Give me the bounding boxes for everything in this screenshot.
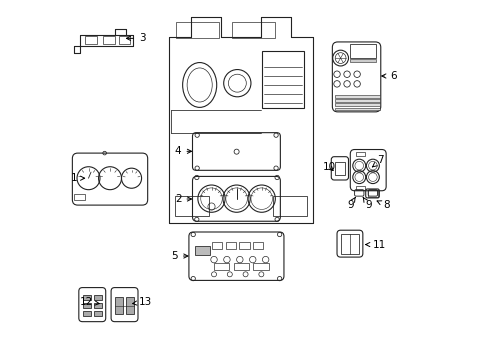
Bar bbox=[273, 196, 306, 216]
Bar bbox=[195, 246, 210, 255]
Text: 9: 9 bbox=[346, 197, 355, 210]
Text: 2: 2 bbox=[175, 194, 191, 204]
Text: 6: 6 bbox=[381, 71, 396, 81]
Text: 3: 3 bbox=[126, 33, 145, 43]
Bar bbox=[214, 263, 228, 270]
Bar bbox=[334, 108, 379, 111]
Bar bbox=[115, 297, 123, 315]
Text: 13: 13 bbox=[132, 297, 152, 307]
Bar bbox=[355, 186, 364, 190]
Bar bbox=[253, 263, 268, 270]
Bar bbox=[355, 152, 364, 156]
Bar bbox=[334, 103, 379, 106]
Bar bbox=[94, 303, 102, 309]
Bar bbox=[239, 242, 249, 249]
Bar bbox=[225, 242, 235, 249]
Text: 4: 4 bbox=[175, 146, 191, 156]
Text: 12: 12 bbox=[79, 297, 99, 307]
Bar bbox=[94, 295, 102, 301]
Text: 1: 1 bbox=[71, 173, 84, 183]
Text: 9: 9 bbox=[363, 197, 371, 210]
Bar bbox=[335, 162, 344, 175]
Text: 10: 10 bbox=[323, 162, 336, 172]
Bar bbox=[83, 295, 91, 301]
Bar bbox=[83, 303, 91, 309]
Bar bbox=[262, 51, 303, 108]
Text: 7: 7 bbox=[371, 155, 383, 167]
Bar bbox=[85, 36, 97, 44]
Bar bbox=[174, 196, 208, 216]
Bar bbox=[253, 242, 263, 249]
Bar bbox=[102, 36, 115, 44]
Bar bbox=[349, 44, 375, 58]
Bar bbox=[74, 194, 85, 200]
Bar bbox=[334, 99, 379, 102]
Text: 8: 8 bbox=[376, 200, 388, 210]
Bar bbox=[119, 36, 129, 44]
Bar bbox=[340, 234, 359, 253]
Bar bbox=[367, 190, 377, 197]
Text: 11: 11 bbox=[365, 239, 385, 249]
Bar bbox=[176, 22, 219, 39]
Text: 5: 5 bbox=[171, 251, 187, 261]
Bar bbox=[334, 95, 379, 98]
Bar bbox=[94, 311, 102, 316]
Bar bbox=[126, 297, 134, 315]
Bar bbox=[212, 242, 222, 249]
Bar bbox=[233, 263, 248, 270]
Bar bbox=[349, 59, 375, 62]
Bar bbox=[231, 22, 274, 39]
Bar bbox=[83, 311, 91, 316]
